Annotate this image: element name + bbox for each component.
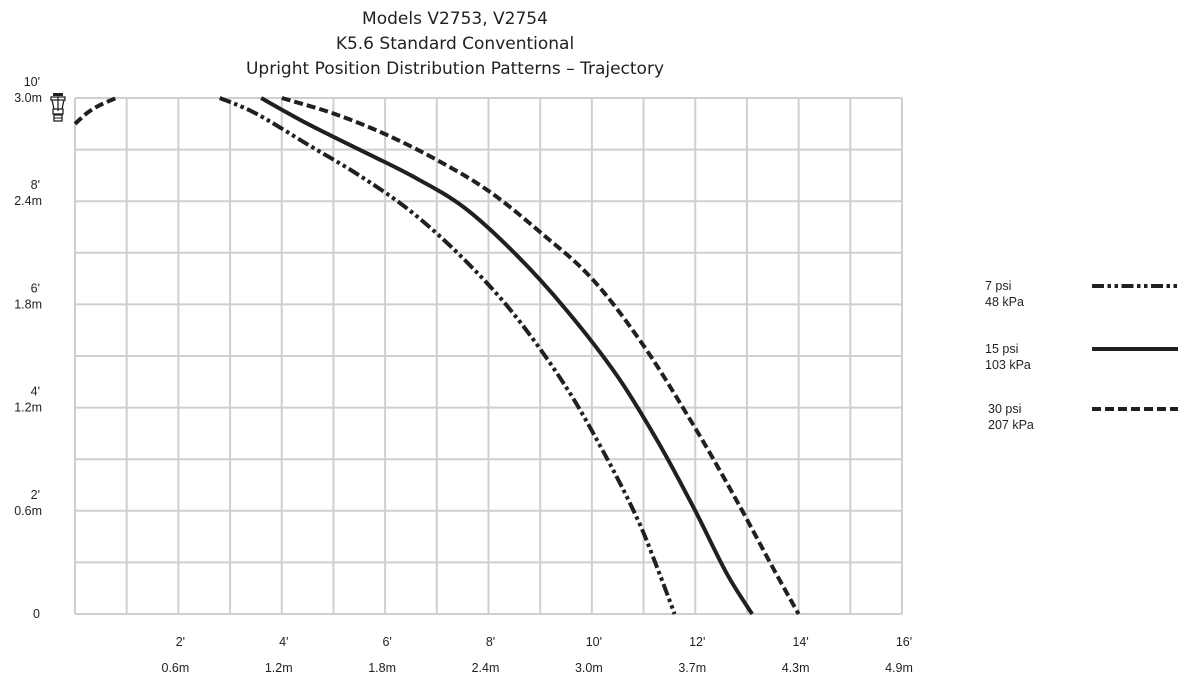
y-tick-label-m: 3.0m — [14, 91, 42, 105]
series-line-near-sprinkler — [73, 96, 118, 126]
x-tick-label-ft: 6' — [382, 635, 391, 649]
y-tick-label-m: 1.8m — [14, 297, 42, 311]
legend-label-kpa: 207 kPa — [988, 418, 1034, 432]
x-tick-label-ft: 8' — [486, 635, 495, 649]
y-tick-label-ft: 10' — [24, 75, 40, 89]
y-tick-label-m: 0.6m — [14, 504, 42, 518]
y-tick-label-ft: 4' — [31, 385, 40, 399]
y-tick-label-m: 2.4m — [14, 194, 42, 208]
y-tick-label-ft: 0 — [33, 607, 40, 621]
y-tick-label-ft: 2' — [31, 488, 40, 502]
chart-title-line: Models V2753, V2754 — [362, 9, 548, 29]
x-tick-label-ft: 10' — [586, 635, 602, 649]
x-tick-label-m: 1.8m — [368, 661, 396, 675]
y-axis-ticks: 10' 3.0m 8' 2.4m 6' 1.8m 4' 1.2m 2' 0.6m 0 — [14, 75, 42, 621]
x-tick-label-ft: 4' — [279, 635, 288, 649]
x-tick-label-m: 3.0m — [575, 661, 603, 675]
upright-sprinkler-icon — [50, 93, 66, 122]
x-tick-label-ft: 14' — [792, 635, 808, 649]
chart-title-line: K5.6 Standard Conventional — [336, 34, 574, 54]
y-tick-label-ft: 8' — [31, 178, 40, 192]
chart-title-line: Upright Position Distribution Patterns –… — [246, 59, 664, 79]
legend-label-psi: 7 psi — [985, 279, 1011, 293]
chart-title: Models V2753, V2754 K5.6 Standard Convent… — [246, 9, 664, 79]
x-tick-label-ft: 16' — [896, 635, 912, 649]
x-tick-label-m: 3.7m — [678, 661, 706, 675]
series-line-30-psi — [281, 96, 801, 615]
x-axis-ticks: 2' 0.6m 4' 1.2m 6' 1.8m 8' 2.4m 10' 3.0m 12' 3.7m 14… — [161, 635, 912, 675]
x-tick-label-m: 0.6m — [161, 661, 189, 675]
y-tick-label-ft: 6' — [31, 281, 40, 295]
legend-label-psi: 30 psi — [988, 402, 1021, 416]
legend-label-kpa: 103 kPa — [985, 358, 1031, 372]
x-tick-label-ft: 2' — [176, 635, 185, 649]
x-tick-label-m: 1.2m — [265, 661, 293, 675]
series-lines — [73, 96, 801, 616]
x-tick-label-ft: 12' — [689, 635, 705, 649]
series-line-7-psi — [218, 96, 677, 615]
x-tick-label-m: 4.3m — [782, 661, 810, 675]
x-tick-label-m: 4.9m — [885, 661, 913, 675]
series-line-15-psi — [260, 96, 754, 616]
legend-label-kpa: 48 kPa — [985, 295, 1024, 309]
legend: 7 psi 48 kPa 15 psi 103 kPa 30 psi 207 kPa — [985, 279, 1178, 432]
x-tick-label-m: 2.4m — [472, 661, 500, 675]
legend-label-psi: 15 psi — [985, 342, 1018, 356]
y-tick-label-m: 1.2m — [14, 401, 42, 415]
grid — [74, 97, 903, 615]
